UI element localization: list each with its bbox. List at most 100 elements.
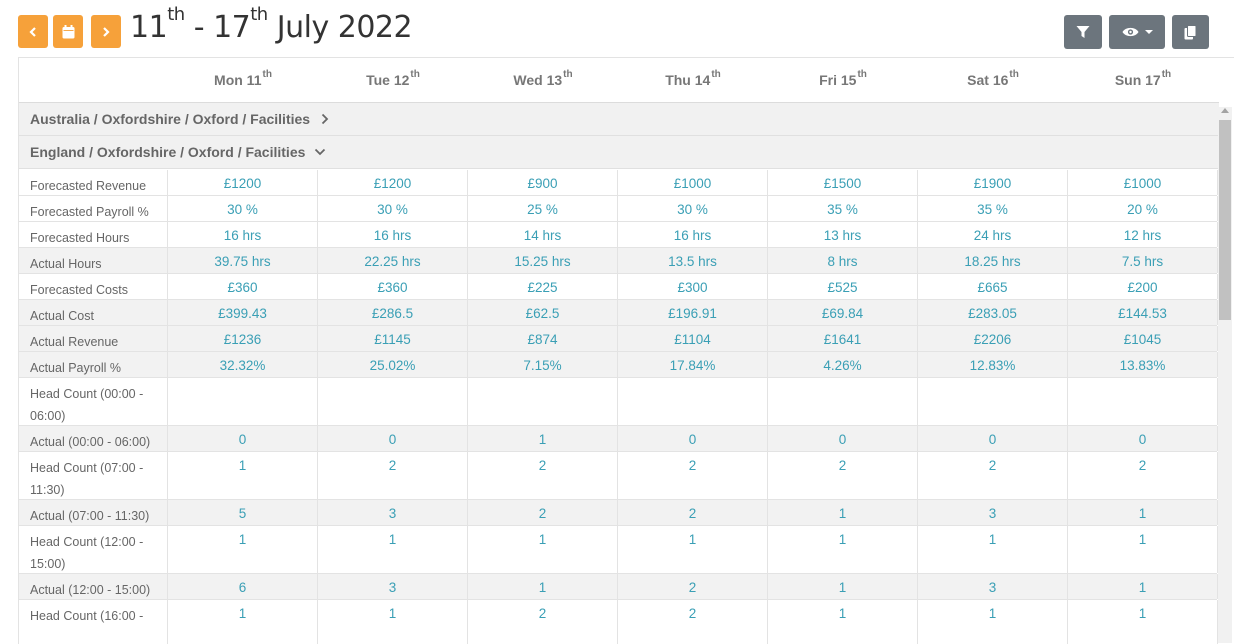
table-cell[interactable] bbox=[318, 378, 468, 425]
table-cell[interactable]: £1104 bbox=[618, 326, 768, 351]
table-cell[interactable]: 13.5 hrs bbox=[618, 248, 768, 273]
table-cell[interactable]: 2 bbox=[618, 574, 768, 599]
table-cell[interactable]: 2 bbox=[468, 500, 618, 525]
table-cell[interactable]: 30 % bbox=[318, 196, 468, 221]
table-cell[interactable]: £900 bbox=[468, 170, 618, 195]
table-cell[interactable]: 35 % bbox=[918, 196, 1068, 221]
table-cell[interactable]: £283.05 bbox=[918, 300, 1068, 325]
table-cell[interactable]: £1200 bbox=[168, 170, 318, 195]
table-cell[interactable]: £300 bbox=[618, 274, 768, 299]
table-cell[interactable]: £286.5 bbox=[318, 300, 468, 325]
table-cell[interactable]: 2 bbox=[468, 600, 618, 644]
table-cell[interactable]: 1 bbox=[168, 452, 318, 499]
table-cell[interactable]: £399.43 bbox=[168, 300, 318, 325]
table-cell[interactable]: 32.32% bbox=[168, 352, 318, 377]
table-cell[interactable]: 16 hrs bbox=[168, 222, 318, 247]
table-cell[interactable]: 3 bbox=[918, 500, 1068, 525]
table-cell[interactable]: 12 hrs bbox=[1068, 222, 1218, 247]
table-cell[interactable]: £1500 bbox=[768, 170, 918, 195]
scrollbar-thumb[interactable] bbox=[1219, 120, 1231, 320]
table-cell[interactable]: 2 bbox=[1068, 452, 1218, 499]
table-cell[interactable]: £665 bbox=[918, 274, 1068, 299]
table-cell[interactable]: 2 bbox=[618, 600, 768, 644]
table-cell[interactable]: 7.15% bbox=[468, 352, 618, 377]
group-row[interactable]: Australia / Oxfordshire / Oxford / Facil… bbox=[19, 103, 1219, 136]
table-cell[interactable]: £62.5 bbox=[468, 300, 618, 325]
table-cell[interactable]: 20 % bbox=[1068, 196, 1218, 221]
previous-week-button[interactable] bbox=[18, 15, 48, 48]
table-cell[interactable]: £1145 bbox=[318, 326, 468, 351]
table-cell[interactable]: 0 bbox=[318, 426, 468, 451]
table-cell[interactable]: 0 bbox=[1068, 426, 1218, 451]
table-cell[interactable]: 1 bbox=[1068, 600, 1218, 644]
table-cell[interactable]: 1 bbox=[768, 574, 918, 599]
table-cell[interactable]: 0 bbox=[768, 426, 918, 451]
table-cell[interactable]: 7.5 hrs bbox=[1068, 248, 1218, 273]
group-row[interactable]: England / Oxfordshire / Oxford / Facilit… bbox=[19, 136, 1219, 169]
table-cell[interactable]: 0 bbox=[618, 426, 768, 451]
table-cell[interactable]: 1 bbox=[768, 526, 918, 573]
scroll-up-icon[interactable] bbox=[1221, 108, 1229, 113]
table-cell[interactable]: 1 bbox=[918, 600, 1068, 644]
table-cell[interactable]: 2 bbox=[768, 452, 918, 499]
table-cell[interactable]: 2 bbox=[918, 452, 1068, 499]
table-cell[interactable]: 24 hrs bbox=[918, 222, 1068, 247]
table-cell[interactable]: 1 bbox=[918, 526, 1068, 573]
table-cell[interactable]: 17.84% bbox=[618, 352, 768, 377]
table-cell[interactable]: 39.75 hrs bbox=[168, 248, 318, 273]
table-cell[interactable] bbox=[918, 378, 1068, 425]
table-cell[interactable]: 2 bbox=[468, 452, 618, 499]
table-cell[interactable]: 1 bbox=[1068, 526, 1218, 573]
table-cell[interactable]: 1 bbox=[618, 526, 768, 573]
table-cell[interactable] bbox=[618, 378, 768, 425]
table-cell[interactable]: 8 hrs bbox=[768, 248, 918, 273]
table-cell[interactable]: 5 bbox=[168, 500, 318, 525]
table-cell[interactable]: 22.25 hrs bbox=[318, 248, 468, 273]
table-cell[interactable]: £1045 bbox=[1068, 326, 1218, 351]
table-cell[interactable]: 16 hrs bbox=[618, 222, 768, 247]
table-cell[interactable]: £1200 bbox=[318, 170, 468, 195]
table-cell[interactable]: £200 bbox=[1068, 274, 1218, 299]
table-cell[interactable]: 2 bbox=[318, 452, 468, 499]
table-cell[interactable]: 3 bbox=[318, 500, 468, 525]
table-cell[interactable]: £360 bbox=[168, 274, 318, 299]
table-cell[interactable]: 6 bbox=[168, 574, 318, 599]
table-cell[interactable]: 13 hrs bbox=[768, 222, 918, 247]
table-cell[interactable]: 13.83% bbox=[1068, 352, 1218, 377]
table-cell[interactable]: 1 bbox=[468, 426, 618, 451]
table-cell[interactable]: £525 bbox=[768, 274, 918, 299]
table-cell[interactable] bbox=[468, 378, 618, 425]
table-cell[interactable]: 3 bbox=[318, 574, 468, 599]
view-options-dropdown[interactable] bbox=[1109, 15, 1165, 49]
table-cell[interactable]: £225 bbox=[468, 274, 618, 299]
table-cell[interactable]: £360 bbox=[318, 274, 468, 299]
table-cell[interactable]: 1 bbox=[318, 526, 468, 573]
table-cell[interactable]: 14 hrs bbox=[468, 222, 618, 247]
table-cell[interactable]: 2 bbox=[618, 452, 768, 499]
table-cell[interactable] bbox=[768, 378, 918, 425]
table-cell[interactable]: 30 % bbox=[618, 196, 768, 221]
table-cell[interactable]: 2 bbox=[618, 500, 768, 525]
table-cell[interactable]: 12.83% bbox=[918, 352, 1068, 377]
table-cell[interactable]: £874 bbox=[468, 326, 618, 351]
table-cell[interactable]: £69.84 bbox=[768, 300, 918, 325]
table-cell[interactable]: 0 bbox=[918, 426, 1068, 451]
calendar-button[interactable] bbox=[53, 15, 83, 48]
table-cell[interactable]: £1000 bbox=[618, 170, 768, 195]
table-cell[interactable] bbox=[1068, 378, 1218, 425]
table-cell[interactable]: 25.02% bbox=[318, 352, 468, 377]
table-cell[interactable]: 18.25 hrs bbox=[918, 248, 1068, 273]
copy-button[interactable] bbox=[1172, 15, 1209, 49]
table-cell[interactable]: £1900 bbox=[918, 170, 1068, 195]
table-cell[interactable]: £1236 bbox=[168, 326, 318, 351]
table-cell[interactable]: 15.25 hrs bbox=[468, 248, 618, 273]
table-cell[interactable]: 4.26% bbox=[768, 352, 918, 377]
table-cell[interactable]: 1 bbox=[468, 526, 618, 573]
table-cell[interactable]: 1 bbox=[768, 600, 918, 644]
table-cell[interactable]: 35 % bbox=[768, 196, 918, 221]
table-cell[interactable]: 0 bbox=[168, 426, 318, 451]
table-cell[interactable]: 1 bbox=[1068, 500, 1218, 525]
table-cell[interactable] bbox=[168, 378, 318, 425]
table-cell[interactable]: 25 % bbox=[468, 196, 618, 221]
table-cell[interactable]: £1000 bbox=[1068, 170, 1218, 195]
